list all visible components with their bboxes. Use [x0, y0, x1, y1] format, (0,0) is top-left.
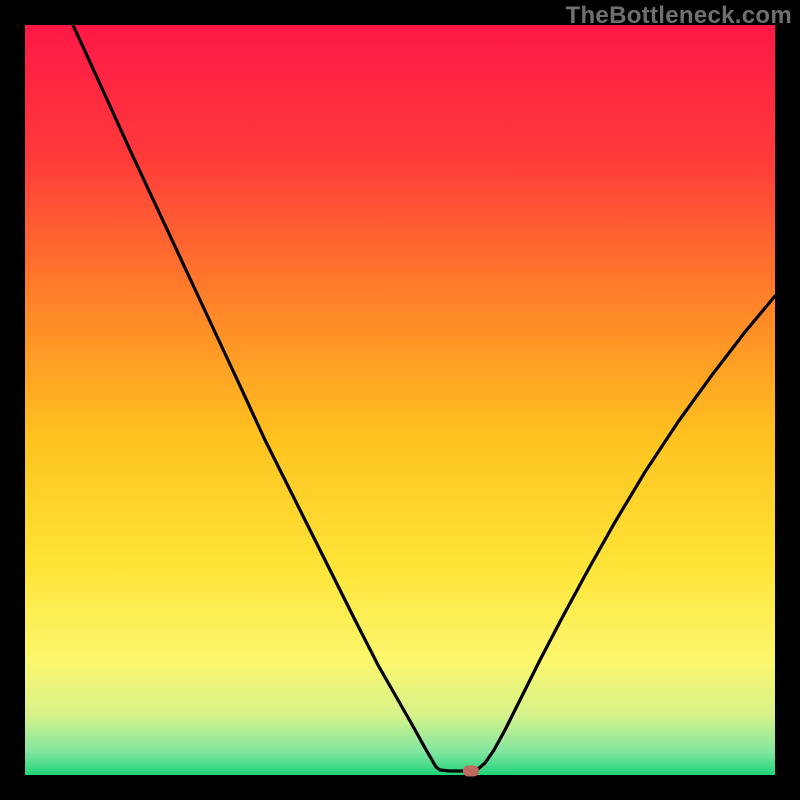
chart-svg [0, 0, 800, 800]
chart-background [25, 25, 775, 775]
bottleneck-chart: TheBottleneck.com [0, 0, 800, 800]
minimum-marker [463, 766, 479, 777]
